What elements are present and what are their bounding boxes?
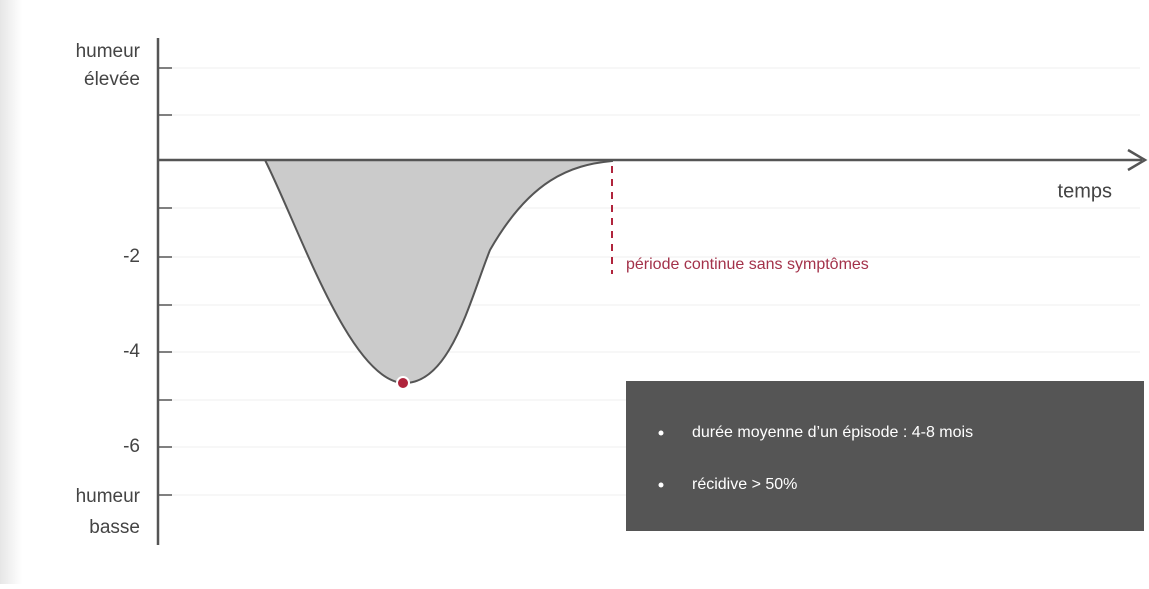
y-tick-label: -2 — [123, 246, 140, 267]
x-axis-label: temps — [1058, 180, 1112, 202]
top-label: élevée — [84, 69, 140, 90]
x-axis-arrow — [1127, 148, 1148, 172]
minimum-point — [396, 376, 410, 390]
y-tick-label: -6 — [123, 436, 140, 457]
y-labels: humeur élevée -2 -4 -6 humeur basse — [76, 41, 141, 538]
bullet — [658, 482, 664, 488]
bullet — [658, 430, 664, 436]
info-item: durée moyenne d’un épisode : 4-8 mois — [692, 424, 973, 441]
y-tick-label: -4 — [123, 341, 140, 362]
y-ticks — [158, 67, 172, 496]
left-strip — [0, 0, 22, 584]
info-box — [626, 381, 1144, 531]
bottom-label: humeur — [76, 486, 141, 507]
info-item: récidive > 50% — [692, 476, 797, 493]
annotation: période continue sans symptômes — [626, 256, 869, 273]
mood-curve — [263, 159, 613, 385]
bottom-label: basse — [89, 517, 140, 538]
top-label: humeur — [76, 41, 141, 62]
